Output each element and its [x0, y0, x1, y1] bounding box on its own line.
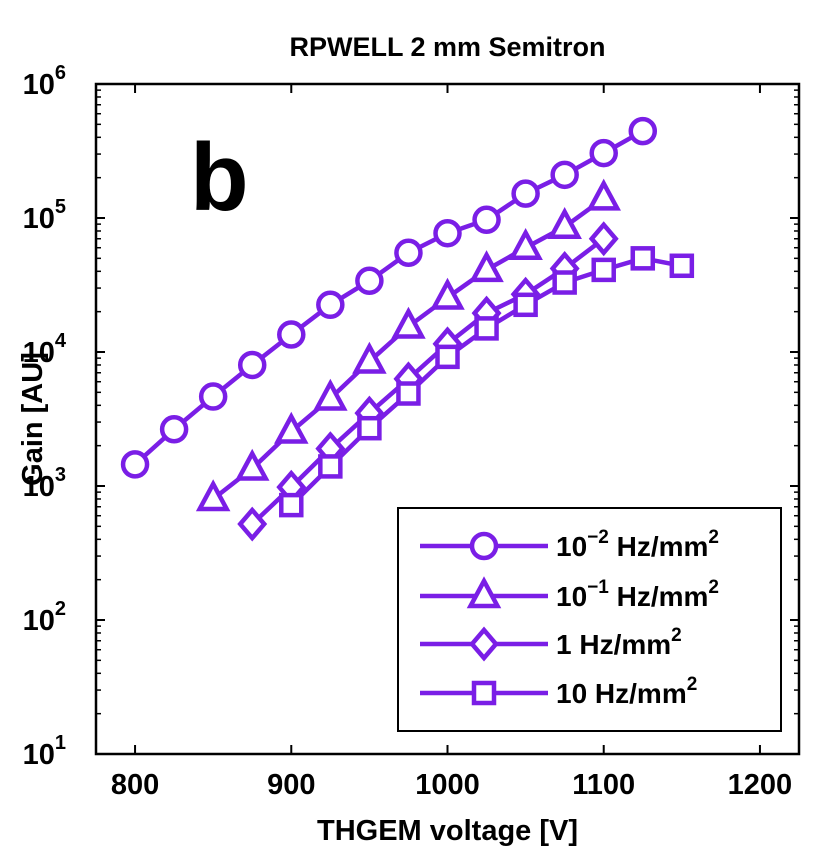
data-point — [120, 450, 150, 479]
legend-marker — [469, 531, 499, 561]
data-point — [550, 160, 579, 190]
series-square — [279, 246, 695, 518]
legend-label-legend-exp: −2 — [587, 527, 609, 548]
data-point — [474, 316, 499, 341]
y-tick-base: 10 — [23, 69, 55, 101]
legend-label: 10−1 Hz/mm2 — [556, 577, 719, 612]
legend-label-legend-unit-exp: 2 — [708, 527, 719, 548]
y-tick-label: 105 — [23, 196, 66, 235]
data-point — [274, 411, 309, 444]
y-tick-label: 106 — [23, 62, 66, 101]
legend-label-legend-base: 10 — [556, 531, 587, 562]
series-line — [250, 236, 606, 526]
legend-label: 1 Hz/mm2 — [556, 625, 682, 660]
y-tick-label: 101 — [23, 732, 66, 771]
x-tick-label: 800 — [111, 769, 159, 801]
x-tick-label: 1200 — [728, 769, 793, 801]
legend-marker — [466, 576, 502, 609]
legend-marker — [471, 680, 497, 706]
legend-label-legend-base: 10 — [556, 678, 587, 709]
data-point — [318, 454, 343, 479]
legend-label-legend-unit: Hz/mm — [572, 629, 672, 660]
y-tick-exponent: 5 — [55, 196, 66, 218]
data-point — [355, 266, 384, 296]
legend-label: 10 Hz/mm2 — [556, 674, 697, 709]
legend-label-legend-base: 1 — [556, 629, 572, 660]
data-point — [435, 344, 460, 370]
panel-label: b — [190, 124, 249, 231]
legend-label-legend-unit-exp: 2 — [708, 577, 719, 598]
y-tick-base: 10 — [23, 739, 55, 771]
data-point — [630, 246, 656, 271]
data-point — [159, 415, 189, 444]
legend-label-legend-unit-exp: 2 — [687, 674, 698, 695]
data-point — [391, 306, 426, 339]
legend-label-legend-unit-exp: 2 — [671, 625, 682, 646]
data-point — [316, 290, 345, 320]
legend-item: 10−2 Hz/mm2 — [420, 527, 719, 562]
data-point — [669, 253, 695, 279]
y-tick-base: 10 — [23, 203, 55, 235]
legend-label-legend-exp: −1 — [587, 577, 609, 598]
y-tick-label: 103 — [23, 464, 66, 503]
series-group — [120, 116, 695, 542]
data-point — [552, 270, 577, 295]
data-point — [430, 277, 465, 310]
data-point — [469, 250, 504, 283]
x-tick-label: 1100 — [572, 769, 635, 801]
x-tick-label: 900 — [267, 769, 315, 801]
data-point — [394, 238, 423, 268]
data-point — [508, 227, 543, 260]
y-tick-base: 10 — [23, 605, 55, 637]
data-point — [628, 116, 658, 146]
y-tick-base: 10 — [23, 337, 55, 369]
legend-label-legend-unit: Hz/mm — [609, 581, 709, 612]
data-point — [357, 415, 382, 441]
legend-label: 10−2 Hz/mm2 — [556, 527, 719, 562]
series-triangle — [195, 178, 621, 512]
data-point — [352, 341, 387, 374]
data-point — [513, 292, 538, 318]
data-point — [279, 492, 304, 518]
y-tick-label: 104 — [23, 330, 67, 369]
y-tick-base: 10 — [23, 471, 55, 503]
data-point — [237, 506, 268, 542]
data-point — [511, 179, 540, 208]
y-tick-exponent: 3 — [55, 464, 66, 486]
legend-label-legend-unit: Hz/mm — [609, 531, 709, 562]
legend-label-legend-base: 10 — [556, 581, 587, 612]
chart-title: RPWELL 2 mm Semitron — [289, 32, 605, 62]
data-point — [396, 381, 421, 406]
data-point — [588, 221, 619, 257]
data-point — [433, 218, 462, 248]
legend-item: 10−1 Hz/mm2 — [420, 576, 719, 612]
data-point — [472, 205, 501, 235]
y-axis-label: Gain [AU] — [17, 352, 49, 486]
legend-marker — [469, 626, 499, 662]
legend-label-legend-unit: Hz/mm — [587, 678, 687, 709]
data-point — [586, 178, 621, 211]
x-tick-label: 1000 — [415, 769, 480, 801]
x-axis-label: THGEM voltage [V] — [317, 815, 578, 847]
data-point — [195, 479, 231, 512]
series-circle — [120, 116, 658, 479]
y-tick-exponent: 1 — [55, 732, 66, 754]
data-point — [313, 378, 348, 411]
data-point — [547, 207, 582, 240]
y-tick-exponent: 6 — [55, 62, 66, 84]
y-tick-exponent: 2 — [55, 598, 66, 620]
data-point — [198, 382, 228, 411]
data-point — [237, 350, 267, 380]
legend-item: 10 Hz/mm2 — [420, 674, 697, 709]
data-point — [277, 320, 306, 349]
y-tick-label: 102 — [23, 598, 66, 637]
y-tick-exponent: 4 — [55, 330, 67, 352]
data-point — [234, 448, 270, 481]
legend-item: 1 Hz/mm2 — [420, 625, 682, 662]
data-point — [589, 138, 618, 168]
data-point — [591, 257, 616, 283]
